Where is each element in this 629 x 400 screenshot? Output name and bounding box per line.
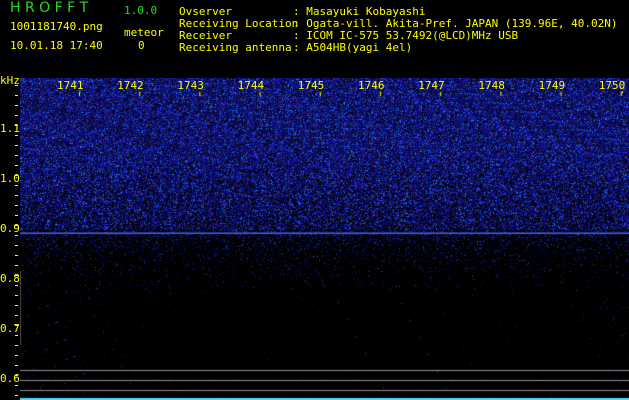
y-tick-mark (15, 215, 18, 216)
y-tick-mark (15, 315, 18, 316)
file-name: 1001181740.png (10, 20, 103, 33)
y-tick-mark (15, 155, 18, 156)
y-tick-label: 0.6 (0, 372, 20, 385)
info-location-label: Receiving Location (179, 17, 299, 30)
y-tick-mark (15, 105, 18, 106)
y-tick-mark (15, 115, 18, 116)
info-observer-value: : Masayuki Kobayashi (293, 5, 426, 18)
x-tick-label: 1748 (478, 79, 505, 92)
x-tick-label: 1750 (598, 79, 626, 92)
y-tick-mark (15, 95, 18, 96)
y-tick-mark (15, 85, 18, 86)
y-tick-mark (15, 295, 18, 296)
y-tick-mark (15, 375, 18, 376)
y-tick-mark (15, 245, 18, 246)
y-tick-mark (15, 305, 18, 306)
y-unit-label: kHz (0, 74, 20, 87)
info-antenna-label: Receiving antenna (179, 41, 292, 54)
y-tick-mark (15, 185, 18, 186)
y-tick-mark (15, 125, 18, 126)
app-version: 1.0.0 (124, 4, 158, 17)
y-tick-mark (15, 355, 18, 356)
y-tick-mark (15, 165, 18, 166)
meteor-label: meteor (124, 26, 164, 39)
y-tick-mark (15, 255, 18, 256)
info-location-value: : Ogata-vill. Akita-Pref. JAPAN (139.96E… (293, 17, 618, 30)
y-tick-mark (15, 285, 18, 286)
y-tick-label: 1.0 (0, 172, 20, 185)
y-tick-label: 1.1 (0, 122, 20, 135)
y-tick-mark (15, 135, 18, 136)
y-tick-label: 0.8 (0, 272, 20, 285)
x-tick-label: 1744 (237, 79, 265, 92)
y-tick-mark (15, 365, 18, 366)
y-tick-label: 0.7 (0, 322, 20, 335)
x-tick-label: 1747 (418, 79, 445, 92)
y-tick-mark (15, 205, 18, 206)
y-tick-mark (15, 225, 18, 226)
y-tick-label: 0.9 (0, 222, 20, 235)
y-tick-mark (15, 175, 18, 176)
y-tick-mark (15, 325, 18, 326)
y-tick-mark (15, 385, 18, 386)
y-tick-mark (15, 345, 18, 346)
x-tick-label: 1742 (117, 79, 144, 92)
info-receiver-value: : ICOM IC-575 53.7492(@LCD)MHz USB (293, 29, 519, 42)
info-receiver-label: Receiver (179, 29, 232, 42)
y-tick-mark (15, 395, 18, 396)
file-datetime: 10.01.18 17:40 (10, 39, 103, 52)
x-tick-label: 1745 (297, 79, 325, 92)
y-tick-mark (15, 335, 18, 336)
app-logo: H R O F F T (10, 0, 89, 16)
x-tick-label: 1741 (57, 79, 84, 92)
info-observer-label: Ovserver (179, 5, 232, 18)
y-tick-mark (15, 275, 18, 276)
y-tick-mark (15, 235, 18, 236)
x-tick-label: 1746 (358, 79, 385, 92)
info-antenna-value: : A504HB(yagi 4el) (293, 41, 413, 54)
x-tick-label: 1749 (538, 79, 566, 92)
spectrogram (20, 78, 629, 400)
meteor-count: 0 (138, 39, 145, 52)
x-tick-label: 1743 (177, 79, 204, 92)
y-tick-mark (15, 145, 18, 146)
y-tick-mark (15, 195, 18, 196)
y-tick-mark (15, 265, 18, 266)
